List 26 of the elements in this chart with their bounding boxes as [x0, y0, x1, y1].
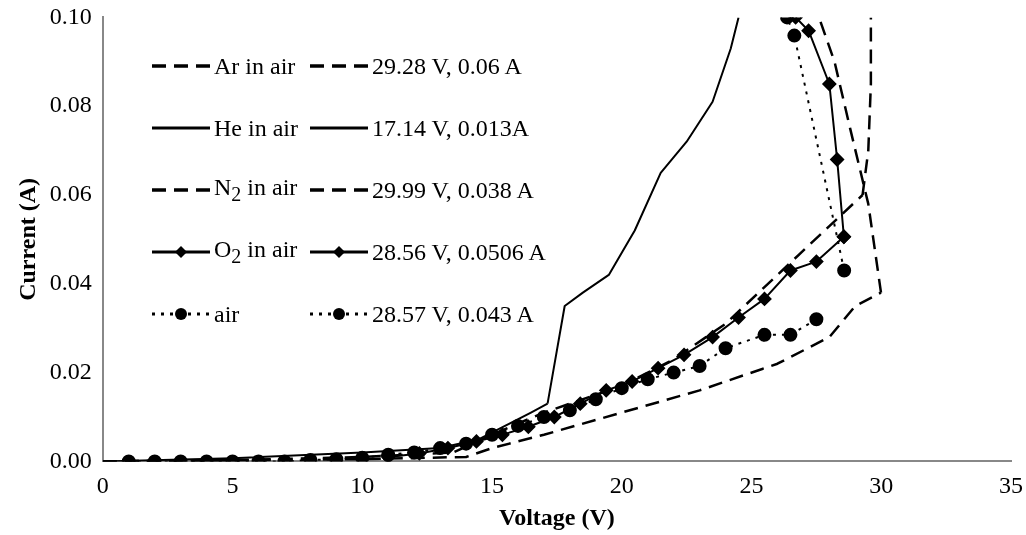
y-tick-label: 0.00 [49, 446, 92, 473]
y-tick-label: 0.04 [49, 269, 92, 296]
legend-label: 29.99 V, 0.038 A [371, 176, 534, 204]
legend-label: O$_{2}$ in air [214, 236, 298, 268]
x-tick-label: 5 [226, 472, 239, 499]
legend-label: air [214, 300, 240, 328]
x-axis-title: Voltage (V) [499, 503, 615, 530]
legend-label: N$_{2}$ in air [214, 174, 298, 206]
x-tick-label: 15 [480, 472, 505, 499]
x-tick-label: 35 [999, 472, 1023, 499]
y-tick-label: 0.06 [49, 180, 92, 207]
legend-label: 29.28 V, 0.06 A [371, 52, 522, 80]
legend-label: 28.57 V, 0.043 A [371, 300, 534, 328]
y-tick-label: 0.08 [49, 91, 92, 118]
x-tick-label: 20 [609, 472, 634, 499]
legend-label: Ar in air [214, 52, 296, 80]
x-tick-label: 25 [739, 472, 764, 499]
legend-label: He in air [214, 114, 298, 142]
y-tick-label: 0.02 [49, 357, 92, 384]
x-tick-label: 10 [350, 472, 375, 499]
x-tick-label: 0 [96, 472, 109, 499]
y-tick-label: 0.10 [49, 2, 92, 29]
legend-label: 28.56 V, 0.0506 A [371, 238, 546, 266]
y-axis-title: Current (A) [13, 177, 40, 301]
legend-label: 17.14 V, 0.013A [371, 114, 530, 142]
x-tick-label: 30 [869, 472, 894, 499]
